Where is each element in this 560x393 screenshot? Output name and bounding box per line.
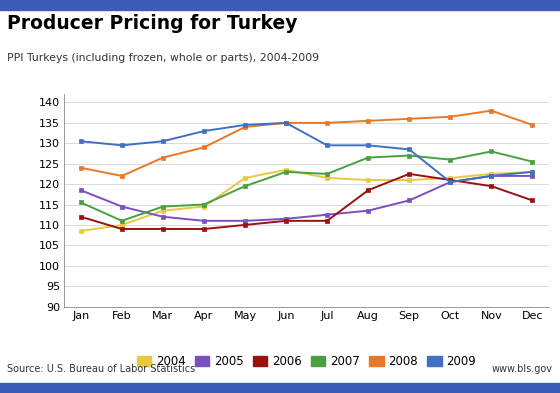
- Legend: 2004, 2005, 2006, 2007, 2008, 2009: 2004, 2005, 2006, 2007, 2008, 2009: [137, 355, 476, 368]
- Text: www.bls.gov: www.bls.gov: [492, 364, 553, 374]
- Text: Source: U.S. Bureau of Labor Statistics: Source: U.S. Bureau of Labor Statistics: [7, 364, 195, 374]
- Text: Producer Pricing for Turkey: Producer Pricing for Turkey: [7, 14, 298, 33]
- Text: PPI Turkeys (including frozen, whole or parts), 2004-2009: PPI Turkeys (including frozen, whole or …: [7, 53, 319, 63]
